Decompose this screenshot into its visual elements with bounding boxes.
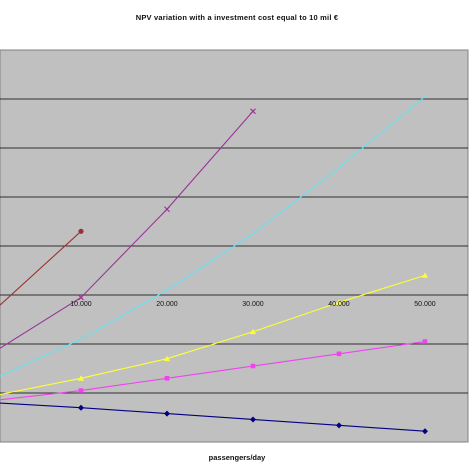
series-line-1 [0,110,254,349]
data-point-4-5 [422,339,428,344]
data-point-4-4 [336,351,342,357]
data-point-3-3 [250,328,256,335]
data-point-4-2 [164,376,170,381]
data-point-5-4 [336,422,342,429]
data-point-5-2 [164,410,170,417]
data-point-3-5 [422,272,428,278]
x-tick-label: 20.000 [156,301,178,308]
data-point-4-1 [78,388,84,393]
data-point-5-3 [250,416,256,423]
x-tick-label: 10.000 [70,301,92,308]
data-point-1-2 [164,206,170,213]
data-point-0-1 [78,228,84,234]
series-line-0 [0,230,82,306]
data-point-3-1 [78,375,84,381]
series-line-5 [0,402,426,432]
data-point-4-3 [250,363,256,369]
x-axis-label: passengers/day [208,453,266,462]
data-point-5-5 [422,428,428,435]
series-line-2 [0,96,426,377]
data-point-3-2 [164,355,170,362]
data-point-1-3 [250,108,256,115]
data-point-3-4 [336,299,342,305]
x-tick-label: 40.000 [328,301,350,308]
series-line-4 [0,341,426,401]
series-line-3 [0,274,426,396]
x-tick-label: 50.000 [414,301,436,308]
x-tick-label: 30.000 [242,301,264,308]
data-point-5-1 [78,404,84,411]
data-point-1-1 [78,294,84,301]
chart-title: NPV variation with a investment cost equ… [135,13,339,22]
